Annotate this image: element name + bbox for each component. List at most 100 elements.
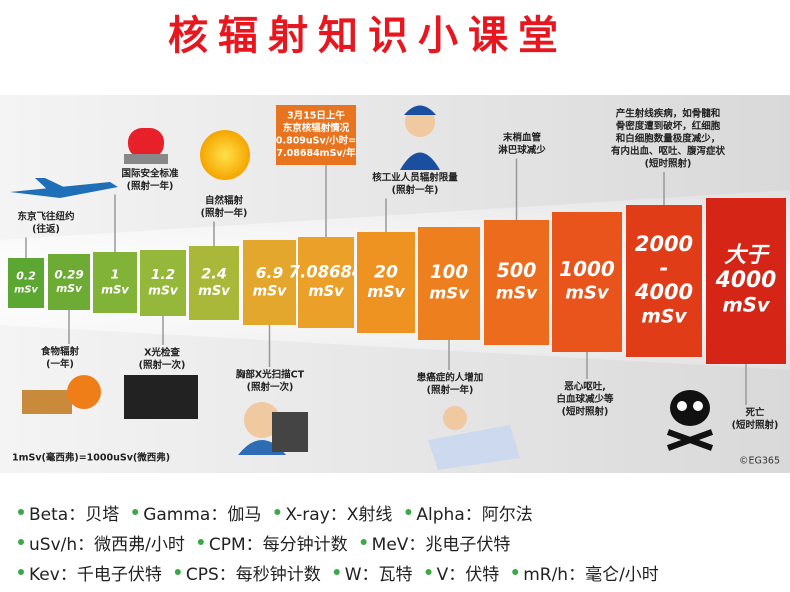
- annotation: 0.809uSv/小时=: [276, 135, 356, 147]
- dose-value: 500: [497, 259, 537, 282]
- annotation: (照射一年): [427, 384, 474, 396]
- glossary-item: CPM：每分钟计数: [209, 535, 348, 555]
- annotation: (照射一次): [139, 359, 186, 371]
- dose-value: -: [660, 256, 669, 280]
- dose-block: [484, 220, 549, 345]
- annotation: (一年): [46, 358, 74, 370]
- dose-block: [48, 254, 90, 310]
- bullet: [360, 539, 367, 545]
- dose-block: [140, 250, 186, 316]
- dose-value: 2000: [635, 232, 693, 256]
- dose-unit: mSv: [565, 283, 610, 304]
- glossary-item: Beta：贝塔: [29, 505, 119, 525]
- dose-unit: mSv: [308, 283, 344, 300]
- dose-block: [8, 258, 44, 308]
- annotation: 死亡: [744, 407, 765, 419]
- footnote: 1mSv(毫西弗)=1000uSv(微西弗): [12, 452, 170, 464]
- dose-unit: mSv: [496, 283, 538, 303]
- dose-unit: mSv: [722, 294, 771, 317]
- bullet: [18, 539, 24, 545]
- bullet: [197, 539, 204, 545]
- annotation: 有内出血、呕吐、腹泻症状: [611, 145, 726, 157]
- dose-unit: mSv: [198, 284, 230, 299]
- dose-unit: mSv: [148, 283, 179, 297]
- dose-value: 4000: [634, 280, 693, 304]
- dose-value: 0.2: [16, 270, 36, 283]
- dose-value: 1.2: [151, 267, 175, 283]
- dose-block: [357, 232, 415, 333]
- annotation: 末梢血管: [502, 132, 542, 144]
- dose-value: 2.4: [201, 266, 227, 283]
- annotation: 3月15日上午: [287, 110, 345, 122]
- annotation: X光检查: [144, 347, 180, 359]
- credit: ©EG365: [739, 456, 780, 467]
- annotation: 胸部X光扫描CT: [236, 369, 305, 381]
- annotation: 食物辐射: [40, 346, 80, 358]
- dose-value: 大于: [724, 243, 770, 268]
- glossary-item: X-ray：X射线: [285, 505, 392, 525]
- glossary-item: CPS：每秒钟计数: [186, 565, 321, 585]
- glossary-item: Gamma：伽马: [143, 505, 261, 525]
- annotation: 和白细胞数量极度减少，: [615, 133, 721, 145]
- annotation: 东京核辐射情况: [283, 122, 350, 134]
- dose-value: 4000: [715, 268, 777, 293]
- dose-unit: mSv: [367, 283, 405, 301]
- bullet: [18, 569, 24, 575]
- dose-value: 100: [430, 262, 468, 283]
- dose-block: [418, 227, 480, 340]
- dose-block: [552, 212, 622, 352]
- annotation: (短时照射): [645, 158, 692, 170]
- dose-block: [298, 237, 354, 328]
- annotation: (照射一年): [392, 184, 439, 196]
- annotation: 7.08684mSv/年: [276, 147, 356, 159]
- annotation: (照射一次): [247, 381, 294, 393]
- dose-block: [626, 205, 702, 357]
- bullet: [405, 509, 412, 515]
- glossary-item: mR/h：毫仑/小时: [523, 565, 659, 585]
- dose-block: [93, 252, 137, 313]
- title: 核辐射知识小课堂: [168, 13, 568, 59]
- annotation: (短时照射): [562, 406, 609, 418]
- dose-value: 7.08684: [289, 263, 364, 282]
- dose-value: 0.29: [54, 268, 83, 282]
- dose-value: 1000: [559, 257, 615, 281]
- bullet: [174, 569, 181, 575]
- annotation: 产生射线疾病，如骨髓和: [616, 108, 721, 120]
- annotation: 骨密度遭到破坏，红细胞: [616, 120, 721, 132]
- dose-unit: mSv: [101, 282, 129, 296]
- dose-unit: mSv: [14, 284, 38, 295]
- annotation: 淋巴球减少: [498, 144, 546, 156]
- annotation: (照射一年): [201, 207, 248, 219]
- bullet: [132, 509, 139, 515]
- bullet: [425, 569, 432, 575]
- highlight-box: [276, 105, 356, 165]
- annotation: 恶心呕吐,: [564, 381, 606, 393]
- annotation: 国际安全标准: [121, 168, 179, 180]
- dose-block: [706, 198, 786, 364]
- dose-unit: mSv: [56, 282, 83, 295]
- annotation: 患癌症的人增加: [417, 372, 484, 384]
- dose-value: 1: [111, 268, 120, 283]
- annotation: 东京飞往纽约: [17, 211, 74, 223]
- annotation: (照射一年): [127, 180, 174, 192]
- icons: [10, 105, 714, 470]
- glossary-item: Alpha：阿尔法: [416, 505, 532, 525]
- dose-unit: mSv: [641, 307, 687, 328]
- dose-value: 6.9: [256, 264, 284, 282]
- glossary-item: V：伏特: [437, 565, 500, 585]
- glossary-item: MeV：兆电子伏特: [372, 535, 511, 555]
- dose-value: 20: [374, 263, 398, 283]
- annotation: 核工业人员辐射限量: [372, 172, 458, 184]
- dose-unit: mSv: [253, 283, 288, 299]
- annotation: (往返): [32, 223, 60, 235]
- annotation: (短时照射): [732, 419, 779, 431]
- glossary-item: W：瓦特: [345, 565, 413, 585]
- glossary-item: Kev：千电子伏特: [29, 565, 162, 585]
- annotation: 自然辐射: [205, 195, 244, 207]
- glossary-item: uSv/h：微西弗/小时: [29, 535, 185, 555]
- dose-block: [243, 240, 296, 325]
- bullet: [274, 509, 281, 515]
- dose-block: [189, 246, 239, 320]
- dose-unit: mSv: [429, 283, 470, 302]
